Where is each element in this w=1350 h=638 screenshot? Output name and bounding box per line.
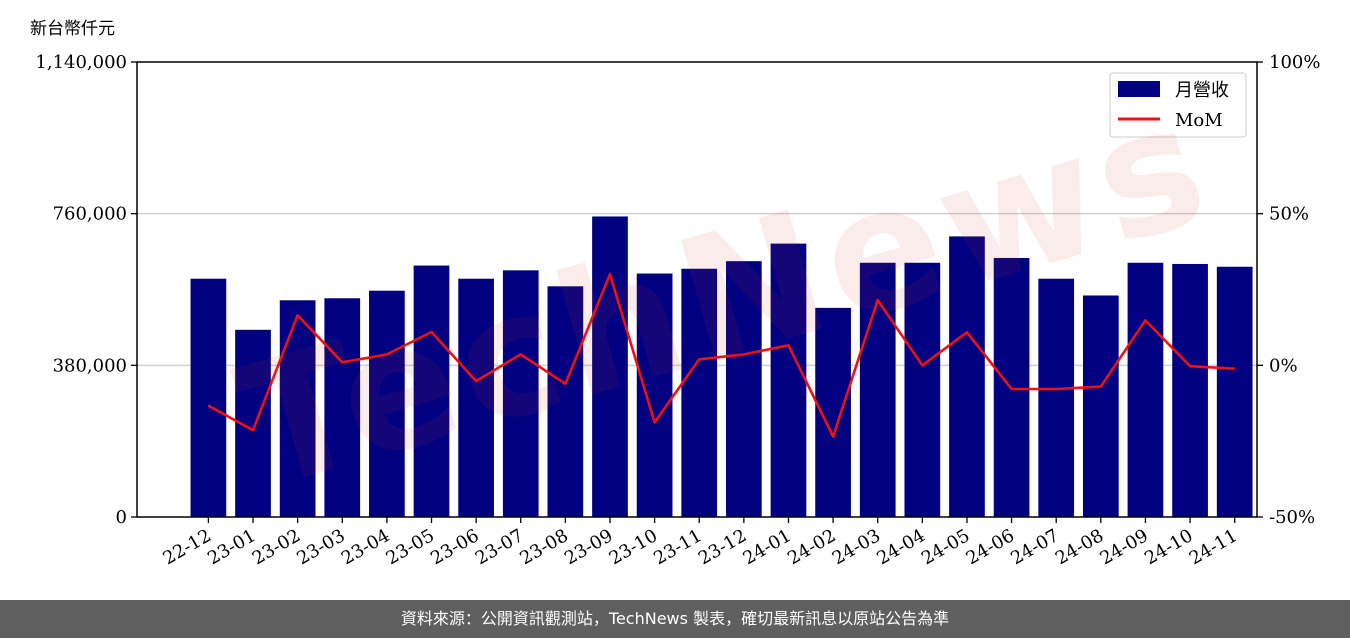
y-left-tick-label: 0 xyxy=(116,507,127,528)
mom-point-23-04 xyxy=(386,353,388,355)
x-tick-label: 24-10 xyxy=(1141,525,1196,569)
mom-point-22-12 xyxy=(207,405,209,407)
x-tick-label: 23-02 xyxy=(249,525,304,569)
mom-point-24-02 xyxy=(832,436,834,438)
x-tick-label: 23-08 xyxy=(516,525,571,569)
bar-23-11 xyxy=(681,268,718,517)
x-tick-label: 22-12 xyxy=(159,525,214,569)
x-tick-label: 23-05 xyxy=(383,525,438,569)
bar-23-07 xyxy=(502,270,539,517)
mom-point-23-02 xyxy=(297,314,299,316)
y-right-tick-label: 100% xyxy=(1269,52,1320,73)
legend-bar-swatch xyxy=(1118,81,1160,97)
bar-23-05 xyxy=(413,265,450,517)
chart-area: 新台幣仟元 0 380,000 760,000 1,140,000 -50% 0% 50% 1… xyxy=(30,19,1320,569)
mom-point-23-09 xyxy=(609,273,611,275)
mom-point-24-04 xyxy=(921,364,923,366)
y-right-tick-label: 0% xyxy=(1269,355,1298,376)
y-axis-unit-label: 新台幣仟元 xyxy=(30,19,115,39)
mom-line xyxy=(207,272,1235,438)
x-tick-label: 23-04 xyxy=(338,525,393,569)
bar-24-01 xyxy=(770,243,807,517)
bar-23-06 xyxy=(458,278,494,517)
bar-series xyxy=(190,216,1253,518)
mom-point-23-11 xyxy=(698,358,700,360)
bar-23-12 xyxy=(726,261,762,517)
legend-line-label: MoM xyxy=(1175,110,1223,131)
x-tick-label: 24-06 xyxy=(963,525,1018,569)
x-tick-label: 23-07 xyxy=(472,525,527,569)
mom-point-23-05 xyxy=(431,331,433,333)
mom-point-24-05 xyxy=(966,331,968,333)
x-tick-label: 24-05 xyxy=(918,525,973,569)
x-tick-label: 23-10 xyxy=(606,525,661,569)
footer-source-note: 資料來源：公開資訊觀測站，TechNews 製表，確切最新訊息以原站公告為準 xyxy=(0,600,1350,638)
bar-23-02 xyxy=(279,300,316,517)
x-tick-label: 24-09 xyxy=(1097,525,1152,569)
x-tick-label: 24-11 xyxy=(1186,525,1241,569)
plot-frame xyxy=(136,61,1258,518)
x-tick-label: 24-08 xyxy=(1052,525,1107,569)
mom-point-24-09 xyxy=(1144,319,1146,321)
legend: 月營收 MoM xyxy=(1109,72,1247,138)
mom-point-24-11 xyxy=(1234,368,1236,370)
mom-point-24-08 xyxy=(1100,386,1102,388)
x-tick-label: 23-01 xyxy=(204,525,259,569)
bar-24-03 xyxy=(859,262,896,517)
bar-24-07 xyxy=(1038,278,1075,517)
bar-23-09 xyxy=(592,216,628,518)
mom-point-24-01 xyxy=(787,344,789,346)
x-tick-label: 23-09 xyxy=(561,525,616,569)
x-tick-label: 23-03 xyxy=(293,525,348,569)
mom-point-23-01 xyxy=(252,429,254,431)
x-tick-label: 24-04 xyxy=(873,525,928,569)
x-tick-label: 23-11 xyxy=(650,525,705,569)
bar-23-03 xyxy=(324,298,361,517)
bar-24-04 xyxy=(904,262,941,517)
y-right-tick-label: -50% xyxy=(1269,507,1315,528)
mom-point-23-08 xyxy=(564,383,566,385)
bar-23-10 xyxy=(636,273,673,517)
bar-23-08 xyxy=(547,286,584,517)
bar-24-05 xyxy=(949,236,985,517)
bar-23-04 xyxy=(369,290,405,517)
mom-point-23-12 xyxy=(743,353,745,355)
mom-point-24-06 xyxy=(1011,388,1013,390)
x-tick-label: 24-07 xyxy=(1007,525,1062,569)
y-left-tick-label: 1,140,000 xyxy=(35,52,127,73)
y-left-tick-label: 380,000 xyxy=(53,355,127,376)
mom-point-23-03 xyxy=(341,361,343,363)
mom-point-23-07 xyxy=(520,353,522,355)
bar-24-11 xyxy=(1216,266,1253,517)
mom-point-24-07 xyxy=(1055,388,1057,390)
revenue-chart: 新台幣仟元 0 380,000 760,000 1,140,000 -50% 0% 50% 1… xyxy=(30,19,1320,569)
bar-24-08 xyxy=(1082,295,1119,517)
x-tick-label: 24-02 xyxy=(784,525,839,569)
mom-point-24-03 xyxy=(877,299,879,301)
line-series xyxy=(207,272,1236,438)
x-tick-label: 23-12 xyxy=(695,525,750,569)
mom-point-24-10 xyxy=(1189,365,1191,367)
x-tick-label: 24-03 xyxy=(829,525,884,569)
x-tick-label: 24-01 xyxy=(740,525,795,569)
y-left-tick-label: 760,000 xyxy=(53,204,127,225)
y-right-tick-label: 50% xyxy=(1269,204,1309,225)
legend-bar-label: 月營收 xyxy=(1175,80,1229,101)
bar-22-12 xyxy=(190,278,227,517)
mom-point-23-06 xyxy=(475,380,477,382)
mom-point-23-10 xyxy=(654,421,656,423)
bar-24-09 xyxy=(1127,262,1164,517)
x-tick-label: 23-06 xyxy=(427,525,482,569)
bar-24-10 xyxy=(1172,263,1208,517)
footer-text: 資料來源：公開資訊觀測站，TechNews 製表，確切最新訊息以原站公告為準 xyxy=(400,609,950,628)
